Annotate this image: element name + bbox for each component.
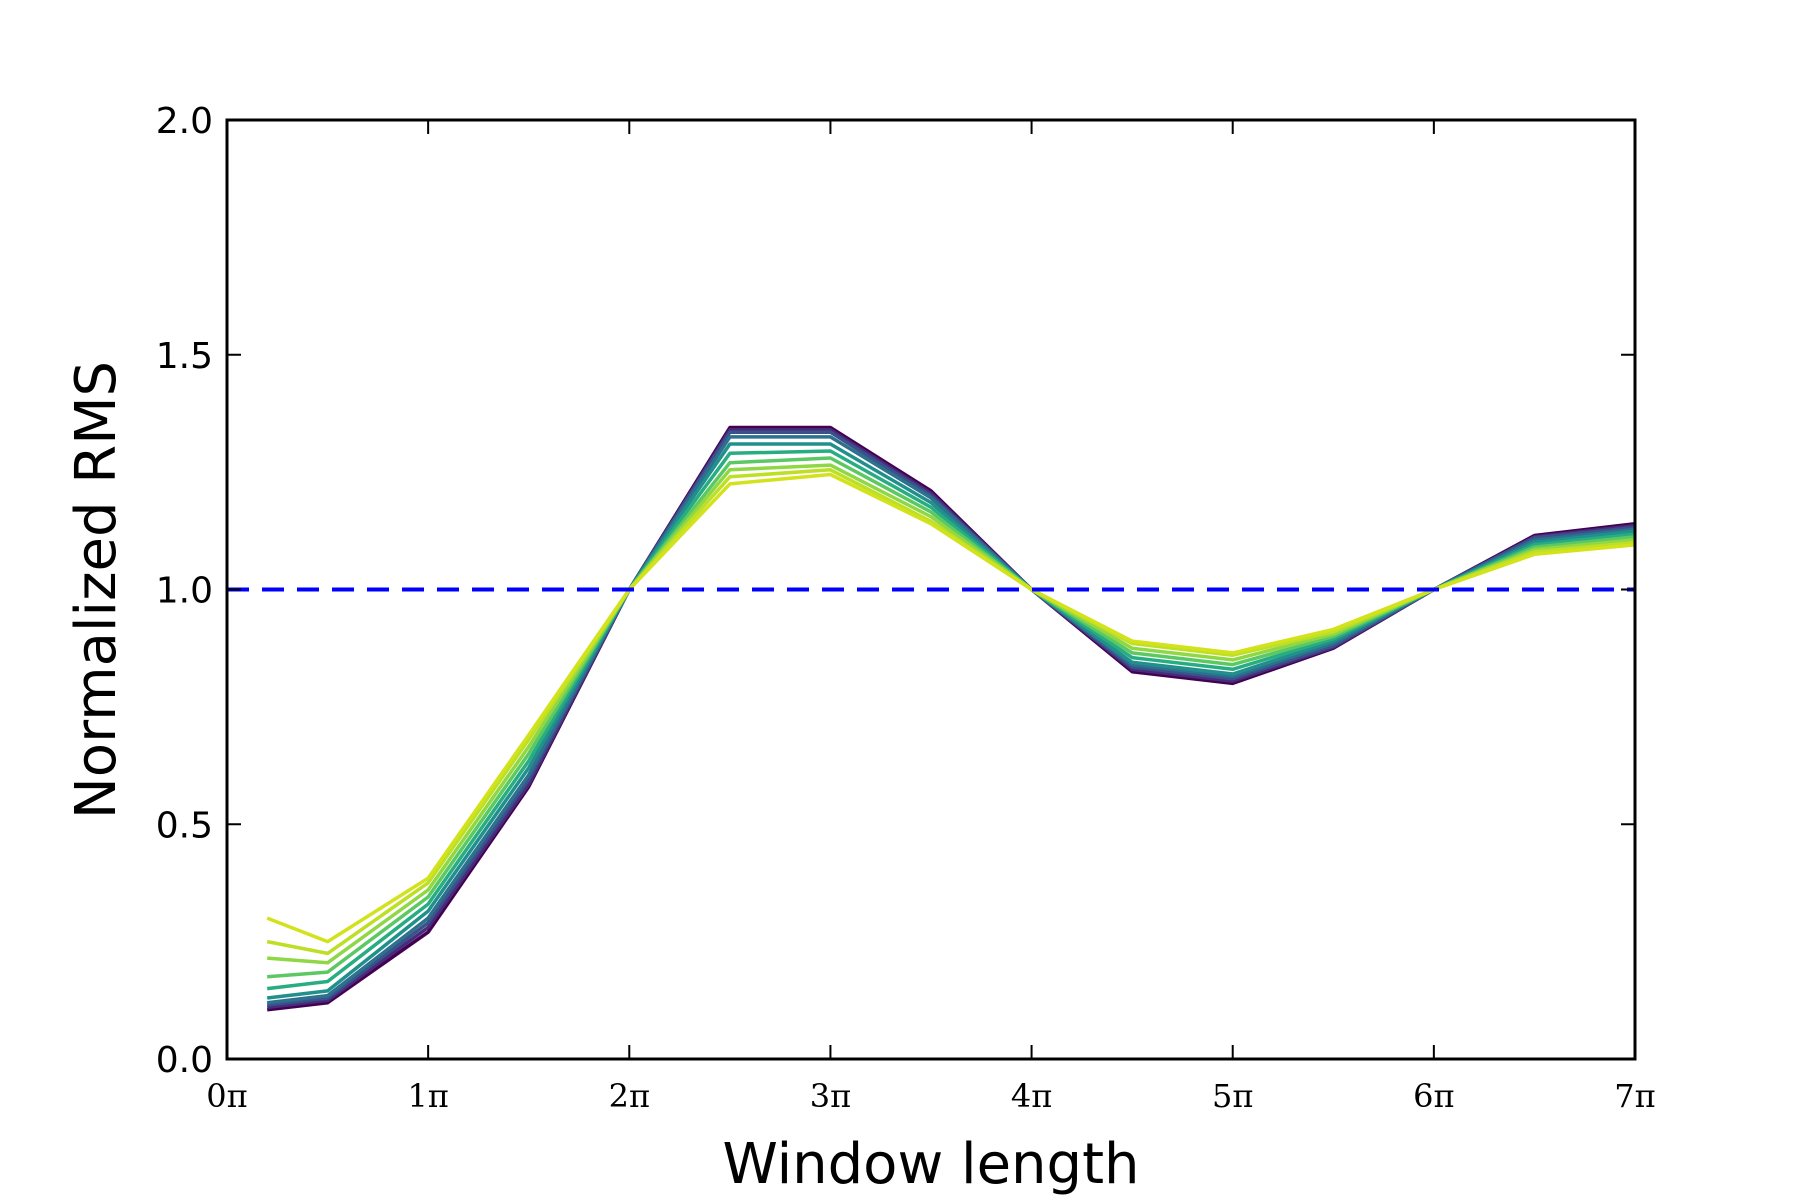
y-axis-label: Normalized RMS	[64, 361, 129, 819]
x-tick-label: 3π	[810, 1077, 851, 1115]
series-line-8	[266, 468, 1636, 956]
tick-layer: 0.0 0.5 1.0 1.5 2.0 0π 1π 2π 3π 4π 5π 6π 7π	[156, 101, 1656, 1115]
y-tick-label: 2.0	[156, 101, 213, 142]
x-tick-label: 6π	[1413, 1077, 1454, 1115]
x-axis-label: Window length	[722, 1132, 1139, 1197]
y-tick-label: 0.5	[156, 805, 213, 846]
x-tick-label: 5π	[1212, 1077, 1253, 1115]
y-tick-label: 0.0	[156, 1040, 213, 1081]
x-tick-label: 2π	[609, 1077, 650, 1115]
x-tick-label: 1π	[407, 1077, 448, 1115]
series-line-7	[267, 463, 1636, 965]
x-tick-label: 0π	[206, 1077, 247, 1115]
series-layer	[266, 425, 1636, 1012]
x-tick-label: 7π	[1614, 1077, 1655, 1115]
series-line-9	[266, 472, 1636, 944]
y-tick-label: 1.5	[156, 336, 213, 377]
y-tick-label: 1.0	[156, 571, 213, 612]
x-tick-label: 4π	[1011, 1077, 1052, 1115]
